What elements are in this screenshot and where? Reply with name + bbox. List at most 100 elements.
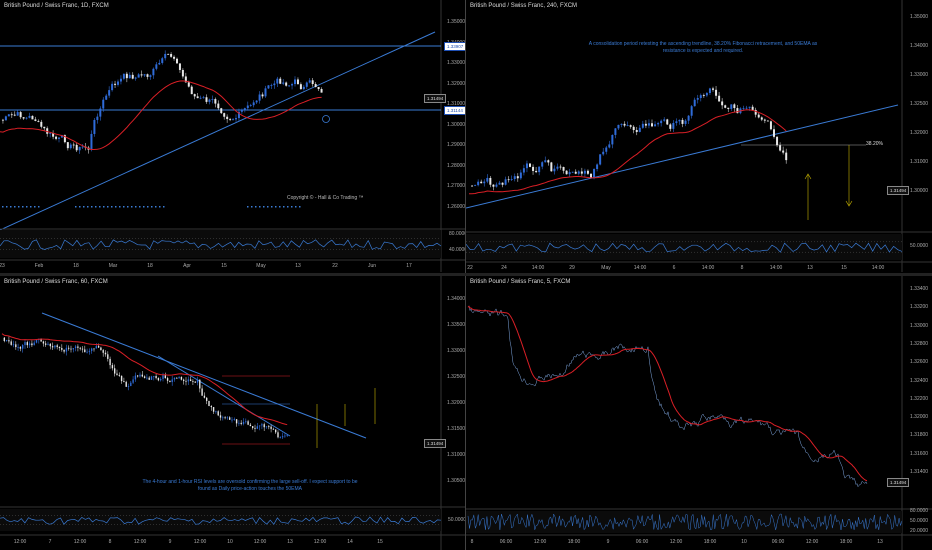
daily-candle [114, 83, 117, 85]
h1-candle [166, 378, 169, 381]
y-tick-label: 1.35000 [447, 19, 466, 25]
h4-candle [620, 123, 623, 125]
h4-candle [532, 166, 535, 171]
daily-candle [282, 82, 285, 84]
signal-dot [99, 206, 101, 208]
ema-50-line [467, 305, 868, 482]
h1-candle [31, 343, 33, 346]
daily-candle [137, 74, 140, 78]
signal-dot [263, 206, 265, 208]
h4-candle [742, 108, 745, 110]
h4-candle [480, 181, 483, 184]
h4-candle [574, 171, 577, 174]
x-tick-label: 15 [377, 539, 383, 545]
daily-candle [125, 73, 128, 79]
h1-candle [160, 378, 162, 381]
h1-candle [137, 375, 139, 377]
h4-chart-title: British Pound / Swiss Franc, 240, FXCM [470, 3, 578, 9]
x-tick-label: 13 [877, 539, 883, 545]
daily-candle [155, 64, 158, 69]
price-badge-h4: 1.31494 [887, 186, 910, 195]
y-tick-label: 1.33000 [447, 60, 466, 66]
h1-candle [164, 375, 166, 379]
h1-candle [171, 379, 173, 383]
h1-chart-svg [0, 276, 466, 550]
h1-candle [155, 375, 157, 379]
h4-candle [715, 89, 718, 96]
projection-arrow-down-head [845, 200, 853, 207]
h4-candle [596, 164, 599, 170]
daily-candle [317, 86, 320, 90]
h1-candle [201, 388, 203, 396]
signal-dot [291, 206, 293, 208]
h4-candle [544, 160, 547, 163]
daily-candle [202, 97, 205, 99]
daily-candle [4, 116, 7, 121]
h4-rsi-bg [466, 234, 902, 260]
x-tick-label: 29 [569, 265, 575, 271]
signal-dot [275, 206, 277, 208]
daily-candle [1, 119, 4, 121]
h4-candle [583, 170, 586, 174]
chart-panel-1h[interactable]: British Pound / Swiss Franc, 60, FXCM Th… [0, 276, 466, 550]
h4-candle [565, 170, 568, 175]
chart-panel-daily[interactable]: British Pound / Swiss Franc, 1D, FXCM Co… [0, 0, 467, 272]
x-tick-label: 14:00 [701, 265, 715, 271]
h4-candle [611, 134, 614, 145]
y-tick-label: 1.33200 [910, 304, 929, 311]
y-tick-label: 1.32200 [910, 395, 929, 402]
fib-label: 38.20% [866, 141, 883, 147]
h1-candle [120, 375, 123, 382]
daily-candle [294, 79, 296, 85]
h4-candle [525, 163, 528, 169]
h1-candle [265, 426, 268, 428]
h4-candle [721, 101, 724, 106]
signal-dot [151, 206, 153, 208]
signal-dot [2, 206, 4, 208]
h1-candle [240, 422, 242, 424]
h4-candle [675, 121, 678, 123]
h1-candle [102, 350, 104, 353]
h4-candle [745, 107, 748, 109]
h1-candle [42, 341, 45, 344]
h1-candle [84, 349, 86, 353]
ema-50-line [1, 333, 288, 426]
rsi-tick: 50.0000 [910, 243, 929, 249]
signal-dot [79, 206, 81, 208]
signal-dot [147, 206, 149, 208]
h1-candle [123, 381, 125, 382]
daily-rsi-bg [0, 230, 441, 258]
x-tick-label: 24 [501, 265, 507, 271]
daily-candle [143, 74, 146, 76]
h1-candle [210, 406, 212, 408]
h1-candle [286, 434, 288, 436]
signal-dot [295, 206, 297, 208]
daily-candle [167, 53, 170, 55]
daily-candle [226, 116, 229, 120]
h4-candle [498, 182, 501, 185]
h4-candle [471, 185, 474, 187]
h4-candle [553, 168, 556, 172]
h4-candle [751, 106, 754, 110]
h1-candle [199, 379, 201, 389]
daily-candle [96, 116, 99, 120]
daily-candle [211, 99, 214, 100]
signal-dot [259, 206, 261, 208]
chart-panel-5m[interactable]: British Pound / Swiss Franc, 5, FXCM 1.3… [466, 276, 932, 550]
h1-candle [148, 377, 150, 380]
daily-candle [217, 103, 220, 109]
daily-candle [75, 144, 78, 151]
h4-candle [638, 127, 641, 132]
h1-candle [58, 347, 61, 348]
h1-candle [203, 395, 206, 398]
signal-dot [10, 206, 12, 208]
y-tick-label: 1.28000 [447, 162, 466, 169]
chart-panel-4h[interactable]: British Pound / Swiss Franc, 240, FXCM A… [466, 0, 932, 272]
x-tick-label: 12:00 [13, 539, 27, 545]
h4-candle [541, 162, 544, 167]
h1-candle [139, 374, 141, 377]
h4-candle [571, 171, 574, 173]
h4-annotation: A consolidation period retesting the asc… [588, 41, 818, 54]
h4-candle [776, 136, 779, 146]
h4-candle [773, 129, 775, 137]
